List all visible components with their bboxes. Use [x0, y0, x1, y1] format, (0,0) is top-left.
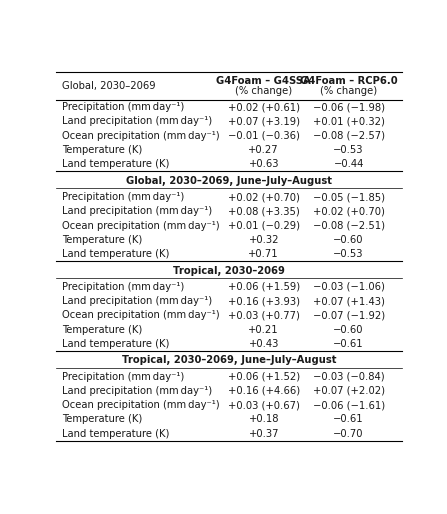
Text: Land precipitation (mm day⁻¹): Land precipitation (mm day⁻¹) — [62, 296, 212, 306]
Text: Ocean precipitation (mm day⁻¹): Ocean precipitation (mm day⁻¹) — [62, 131, 220, 141]
Text: Temperature (K): Temperature (K) — [62, 235, 142, 245]
Text: Tropical, 2030–2069: Tropical, 2030–2069 — [173, 266, 285, 276]
Text: +0.07 (+2.02): +0.07 (+2.02) — [312, 386, 384, 396]
Text: −0.53: −0.53 — [333, 145, 364, 155]
Text: +0.16 (+3.93): +0.16 (+3.93) — [228, 296, 300, 306]
Text: Precipitation (mm day⁻¹): Precipitation (mm day⁻¹) — [62, 282, 184, 292]
Text: +0.63: +0.63 — [249, 159, 279, 169]
Text: Global, 2030–2069, June–July–August: Global, 2030–2069, June–July–August — [126, 176, 332, 186]
Text: +0.71: +0.71 — [249, 249, 279, 259]
Text: −0.03 (−1.06): −0.03 (−1.06) — [312, 282, 384, 292]
Text: Tropical, 2030–2069, June–July–August: Tropical, 2030–2069, June–July–August — [122, 356, 336, 365]
Text: Ocean precipitation (mm day⁻¹): Ocean precipitation (mm day⁻¹) — [62, 310, 220, 320]
Text: Land temperature (K): Land temperature (K) — [62, 249, 169, 259]
Text: −0.08 (−2.51): −0.08 (−2.51) — [312, 221, 384, 231]
Text: +0.06 (+1.59): +0.06 (+1.59) — [228, 282, 300, 292]
Text: +0.07 (+1.43): +0.07 (+1.43) — [312, 296, 384, 306]
Text: Land temperature (K): Land temperature (K) — [62, 339, 169, 349]
Text: −0.60: −0.60 — [333, 235, 364, 245]
Text: −0.61: −0.61 — [333, 339, 364, 349]
Text: +0.03 (+0.67): +0.03 (+0.67) — [228, 400, 299, 410]
Text: −0.60: −0.60 — [333, 325, 364, 335]
Text: −0.44: −0.44 — [333, 159, 364, 169]
Text: −0.07 (−1.92): −0.07 (−1.92) — [312, 310, 385, 320]
Text: +0.16 (+4.66): +0.16 (+4.66) — [228, 386, 300, 396]
Text: +0.43: +0.43 — [249, 339, 279, 349]
Text: Land precipitation (mm day⁻¹): Land precipitation (mm day⁻¹) — [62, 386, 212, 396]
Text: Ocean precipitation (mm day⁻¹): Ocean precipitation (mm day⁻¹) — [62, 221, 220, 231]
Text: +0.18: +0.18 — [249, 414, 279, 425]
Text: Precipitation (mm day⁻¹): Precipitation (mm day⁻¹) — [62, 372, 184, 382]
Text: +0.02 (+0.61): +0.02 (+0.61) — [228, 102, 300, 112]
Text: −0.08 (−2.57): −0.08 (−2.57) — [312, 131, 384, 141]
Text: +0.07 (+3.19): +0.07 (+3.19) — [228, 117, 300, 126]
Text: +0.01 (+0.32): +0.01 (+0.32) — [312, 117, 384, 126]
Text: −0.05 (−1.85): −0.05 (−1.85) — [312, 192, 384, 202]
Text: +0.06 (+1.52): +0.06 (+1.52) — [228, 372, 300, 382]
Text: G4Foam – RCP6.0: G4Foam – RCP6.0 — [300, 76, 397, 86]
Text: −0.61: −0.61 — [333, 414, 364, 425]
Text: Temperature (K): Temperature (K) — [62, 325, 142, 335]
Text: Temperature (K): Temperature (K) — [62, 145, 142, 155]
Text: −0.01 (−0.36): −0.01 (−0.36) — [228, 131, 299, 141]
Text: G4Foam – G4SSA: G4Foam – G4SSA — [216, 76, 311, 86]
Text: −0.03 (−0.84): −0.03 (−0.84) — [313, 372, 384, 382]
Text: Ocean precipitation (mm day⁻¹): Ocean precipitation (mm day⁻¹) — [62, 400, 220, 410]
Text: Precipitation (mm day⁻¹): Precipitation (mm day⁻¹) — [62, 192, 184, 202]
Text: Land precipitation (mm day⁻¹): Land precipitation (mm day⁻¹) — [62, 117, 212, 126]
Text: (% change): (% change) — [235, 86, 292, 96]
Text: −0.70: −0.70 — [333, 429, 364, 439]
Text: −0.53: −0.53 — [333, 249, 364, 259]
Text: Global, 2030–2069: Global, 2030–2069 — [62, 81, 156, 91]
Text: −0.06 (−1.98): −0.06 (−1.98) — [312, 102, 384, 112]
Text: +0.08 (+3.35): +0.08 (+3.35) — [228, 206, 299, 216]
Text: Land precipitation (mm day⁻¹): Land precipitation (mm day⁻¹) — [62, 206, 212, 216]
Text: +0.01 (−0.29): +0.01 (−0.29) — [228, 221, 300, 231]
Text: +0.02 (+0.70): +0.02 (+0.70) — [312, 206, 384, 216]
Text: +0.03 (+0.77): +0.03 (+0.77) — [228, 310, 299, 320]
Text: +0.32: +0.32 — [249, 235, 279, 245]
Text: +0.02 (+0.70): +0.02 (+0.70) — [228, 192, 299, 202]
Text: +0.21: +0.21 — [249, 325, 279, 335]
Text: Land temperature (K): Land temperature (K) — [62, 159, 169, 169]
Text: Precipitation (mm day⁻¹): Precipitation (mm day⁻¹) — [62, 102, 184, 112]
Text: +0.37: +0.37 — [249, 429, 279, 439]
Text: Temperature (K): Temperature (K) — [62, 414, 142, 425]
Text: (% change): (% change) — [320, 86, 377, 96]
Text: Land temperature (K): Land temperature (K) — [62, 429, 169, 439]
Text: +0.27: +0.27 — [249, 145, 279, 155]
Text: −0.06 (−1.61): −0.06 (−1.61) — [312, 400, 385, 410]
